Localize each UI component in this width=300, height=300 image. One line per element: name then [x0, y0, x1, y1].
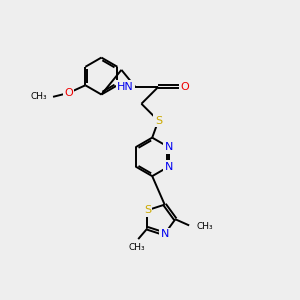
Text: S: S	[155, 116, 162, 126]
Text: S: S	[144, 205, 151, 215]
Text: HN: HN	[117, 82, 134, 92]
Text: O: O	[64, 88, 73, 98]
Text: N: N	[165, 161, 173, 172]
Text: N: N	[160, 229, 169, 239]
Text: N: N	[165, 142, 173, 152]
Text: CH₃: CH₃	[128, 243, 145, 252]
Text: CH₃: CH₃	[30, 92, 47, 101]
Text: O: O	[180, 82, 189, 92]
Text: CH₃: CH₃	[197, 223, 214, 232]
